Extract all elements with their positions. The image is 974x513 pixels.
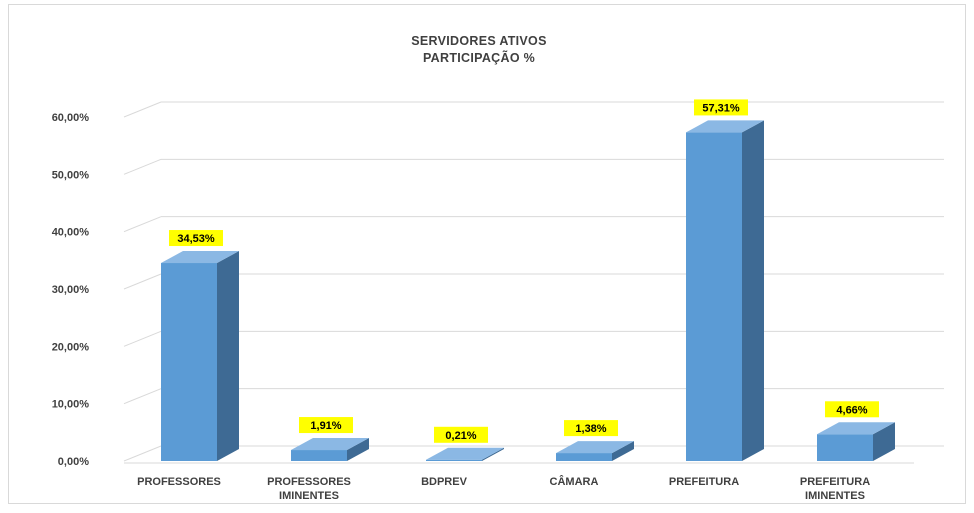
data-label: 57,31% [694,99,748,116]
gridline-depth [123,273,162,290]
data-label-bg [434,426,488,443]
y-tick-label: 10,00% [52,399,90,411]
gridline-depth [123,388,162,405]
bar [556,441,634,461]
bar-side [347,438,369,461]
gridline-depth [123,101,162,118]
data-label: 0,21% [434,426,488,443]
bar-front [161,263,217,461]
gridlines [123,101,944,464]
data-label-text: 57,31% [702,102,740,114]
chart: SERVIDORES ATIVOS PARTICIPAÇÃO % 0,00% 10… [52,34,944,502]
x-tick-label: PROFESSORES [267,476,351,488]
x-axis: PROFESSORES PROFESSORES IMINENTES BDPREV CÂM… [137,475,870,502]
bar-top [556,441,634,454]
bar-front [686,132,742,461]
bar-side [482,447,504,461]
bar [291,438,369,461]
data-label: 1,91% [299,417,353,434]
data-label-text: 0,21% [445,430,476,442]
x-tick-label: CÂMARA [550,475,599,488]
data-label-bg [169,230,223,247]
bar-top [161,251,239,264]
data-label-text: 34,53% [177,233,215,245]
data-labels: 34,53% 1,91% 0,21% 1,38% 57,31% 4,66% [169,99,879,443]
gridline-depth [123,216,162,233]
bar-front [426,459,482,461]
data-label-text: 1,38% [575,423,606,435]
bar-top [291,438,369,451]
bar-front [556,453,612,461]
data-label-bg [564,420,618,437]
data-label-bg [299,417,353,434]
y-tick-label: 60,00% [52,112,90,124]
y-tick-label: 40,00% [52,227,90,239]
bar-side [612,441,634,461]
x-tick-label: IMINENTES [805,490,865,502]
chart-frame: SERVIDORES ATIVOS PARTICIPAÇÃO % 0,00% 10… [8,4,966,504]
data-label-bg [694,99,748,116]
bar [426,447,504,461]
x-tick-label: BDPREV [421,476,468,488]
data-label-text: 1,91% [310,420,341,432]
data-label: 34,53% [169,230,223,247]
bar-side [873,422,895,461]
x-tick-label: PROFESSORES [137,476,221,488]
y-tick-label: 50,00% [52,169,90,181]
x-tick-label: PREFEITURA [800,476,870,488]
y-tick-label: 30,00% [52,284,90,296]
bar-front [291,450,347,461]
bars [161,120,895,461]
bar [817,422,895,461]
bar [161,251,239,461]
gridline-depth [123,330,162,347]
data-label: 4,66% [825,401,879,418]
chart-title: SERVIDORES ATIVOS [411,34,546,48]
bar-side [217,251,239,461]
bar-side [742,120,764,461]
gridline-depth [123,158,162,175]
bar-front [817,434,873,461]
y-axis: 0,00% 10,00% 20,00% 30,00% 40,00% 50,00% 60,00… [52,112,90,468]
bar-top [817,422,895,435]
y-tick-label: 0,00% [58,456,89,468]
y-tick-label: 20,00% [52,341,90,353]
bar-top [426,447,504,460]
data-label-text: 4,66% [836,404,867,416]
gridline-depth [123,445,162,462]
x-tick-label: IMINENTES [279,490,339,502]
data-label: 1,38% [564,420,618,437]
data-label-bg [825,401,879,418]
x-tick-label: PREFEITURA [669,476,739,488]
bar [686,120,764,461]
chart-subtitle: PARTICIPAÇÃO % [423,50,535,65]
bar-top [686,120,764,133]
